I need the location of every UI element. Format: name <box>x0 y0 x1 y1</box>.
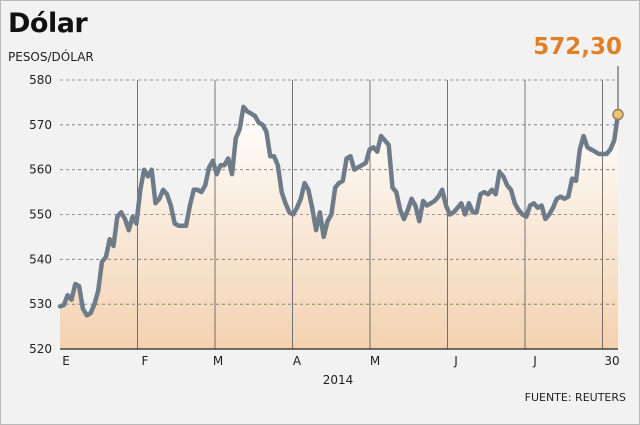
area-fill <box>60 106 618 350</box>
x-tick-label: J <box>453 354 458 368</box>
x-axis-year-label: 2014 <box>323 373 354 387</box>
x-tick-label: F <box>142 354 149 368</box>
y-tick-label: 560 <box>29 163 52 177</box>
last-value-dot <box>612 108 624 121</box>
x-tick-label: M <box>370 354 380 368</box>
x-tick-label: 30 <box>604 354 619 368</box>
y-axis-label: PESOS/DÓLAR <box>8 50 94 64</box>
price-line <box>57 104 621 318</box>
source-label: FUENTE: REUTERS <box>524 391 626 404</box>
x-tick-label: A <box>293 354 302 368</box>
x-tick-label: M <box>213 354 223 368</box>
y-tick-label: 580 <box>29 73 52 87</box>
y-tick-label: 520 <box>29 342 52 356</box>
y-tick-label: 550 <box>29 208 52 222</box>
x-tick-label: E <box>62 354 70 368</box>
y-tick-label: 570 <box>29 118 52 132</box>
chart-title: Dólar <box>8 8 88 39</box>
last-value-label: 572,30 <box>533 34 622 60</box>
y-tick-label: 540 <box>29 252 52 266</box>
x-tick-label: J <box>532 354 537 368</box>
y-tick-label: 530 <box>29 297 52 311</box>
